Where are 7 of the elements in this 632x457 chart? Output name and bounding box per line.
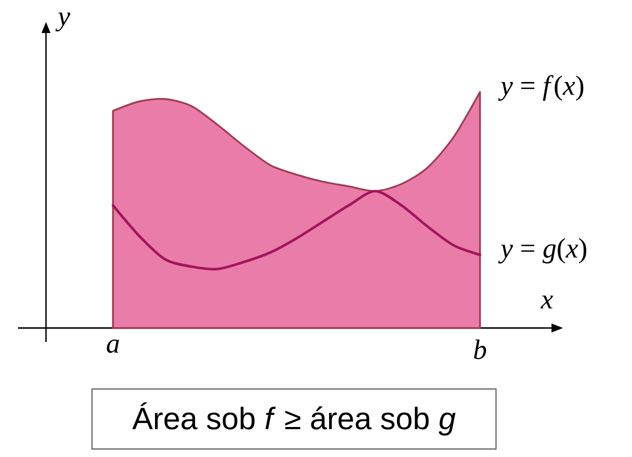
series-label: y = f(x) [498, 75, 584, 101]
x-tick-label: b [474, 340, 486, 360]
text: Área sob f ≥ área sob g [132, 402, 456, 436]
x-tick-label: a [106, 340, 119, 353]
y-axis-title: y [55, 12, 70, 32]
x-axis-title: x [540, 296, 553, 308]
series-label: y = g(x) [498, 238, 586, 264]
